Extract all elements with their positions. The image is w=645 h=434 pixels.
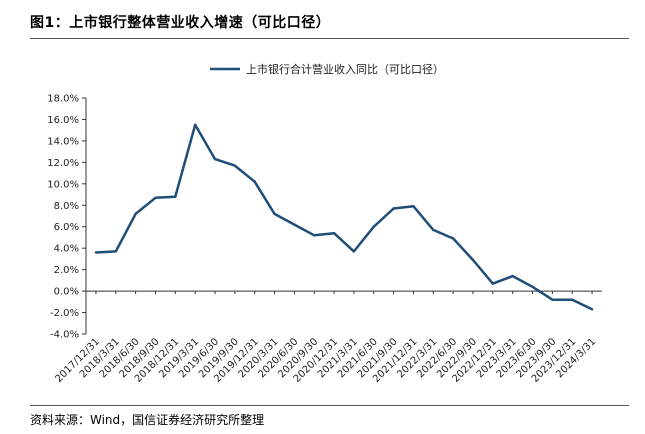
data-point [531, 285, 534, 288]
data-point [412, 205, 415, 208]
data-point [352, 250, 356, 253]
data-point [392, 207, 395, 210]
y-tick-label: 8.0% [54, 201, 79, 212]
y-tick-label: 10.0% [47, 179, 79, 190]
data-point [451, 237, 455, 240]
data-point [114, 250, 117, 253]
data-point [551, 298, 554, 301]
data-point [94, 251, 98, 254]
data-point [432, 228, 435, 232]
y-axis-ticks: 18.0% 16.0% 14.0% 12.0% 10.0% 8.0% 6.0% 4.0% 2.0… [47, 94, 86, 341]
data-point [571, 298, 574, 301]
top-rule [30, 38, 629, 39]
y-tick-label: 2.0% [54, 265, 79, 276]
data-point [233, 164, 237, 167]
data-point [213, 157, 217, 161]
data-point [273, 212, 276, 216]
data-point [134, 212, 137, 216]
data-point [471, 258, 475, 262]
data-point [332, 231, 336, 235]
legend: 上市银行合计营业收入同比（可比口径） [210, 62, 444, 76]
y-tick-label: 0.0% [54, 287, 79, 298]
data-point [491, 282, 495, 285]
y-tick-label: 14.0% [47, 136, 79, 147]
line-chart: 上市银行合计营业收入同比（可比口径） 18.0%16.0%14.0%12.0%1… [47, 62, 602, 385]
data-point [511, 274, 514, 278]
data-point [293, 223, 296, 226]
data-point [253, 180, 256, 183]
y-tick-label: 6.0% [54, 222, 79, 233]
source-note: 资料来源：Wind，国信证券经济研究所整理 [30, 413, 265, 427]
data-point [154, 196, 157, 199]
series-line [95, 123, 593, 311]
data-point [174, 195, 177, 198]
y-tick-label: -2.0% [50, 308, 79, 319]
data-point [590, 308, 594, 311]
bottom-rule [30, 405, 629, 406]
data-point [313, 234, 316, 237]
y-tick-label: 16.0% [47, 115, 79, 126]
y-tick-label: 12.0% [47, 158, 79, 169]
x-axis-ticks: 2017/12/312018/3/312018/6/302018/9/30201… [54, 291, 598, 385]
figure-title: 图1：上市银行整体营业收入增速（可比口径） [30, 15, 331, 31]
data-point [193, 123, 197, 127]
y-tick-label: -4.0% [50, 330, 79, 341]
y-tick-label: 18.0% [47, 94, 79, 105]
data-point [372, 225, 375, 228]
y-tick-label: 4.0% [54, 244, 79, 255]
series-layer [94, 123, 594, 311]
legend-label: 上市银行合计营业收入同比（可比口径） [246, 62, 444, 76]
